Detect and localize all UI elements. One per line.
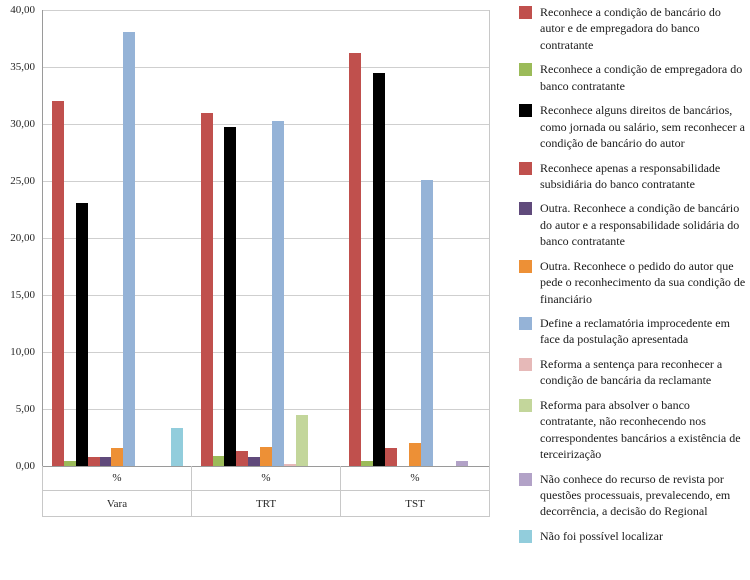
bar-series-5	[99, 456, 112, 466]
x-axis-units-row: %%%	[43, 466, 490, 491]
legend-item-11: Não foi possível localizar	[519, 528, 747, 544]
bar-group-trt	[192, 10, 341, 466]
x-axis-group-label: TRT	[192, 491, 341, 516]
bar-series-4	[236, 451, 249, 466]
legend-item-9: Reforma para absolver o banco contratant…	[519, 397, 747, 463]
legend-label: Outra. Reconhece o pedido do autor que p…	[540, 258, 746, 306]
y-tick-label: 40,00	[10, 4, 35, 16]
plot-area	[42, 10, 490, 467]
legend-label: Reconhece a condição de bancário do auto…	[540, 5, 721, 52]
legend-swatch	[519, 317, 532, 330]
legend-item-8: Reforma a sentença para reconhecer a con…	[519, 356, 747, 389]
bar-series-6	[408, 443, 421, 466]
legend-label: Define a reclamatória improcedente em fa…	[540, 316, 730, 347]
legend: Reconhece a condição de bancário do auto…	[519, 4, 747, 552]
legend-item-2: Reconhece a condição de empregadora do b…	[519, 61, 747, 94]
bar-series-3	[75, 202, 88, 466]
legend-item-5: Outra. Reconhece a condição de bancário …	[519, 200, 747, 249]
legend-item-6: Outra. Reconhece o pedido do autor que p…	[519, 258, 747, 307]
gridline	[43, 352, 489, 353]
x-axis-unit-label: %	[341, 466, 490, 490]
y-tick-label: 10,00	[10, 346, 35, 358]
x-axis-line	[43, 466, 489, 467]
bar-series-3	[373, 72, 385, 466]
y-tick-label: 20,00	[10, 232, 35, 244]
legend-item-7: Define a reclamatória improcedente em fa…	[519, 315, 747, 348]
bar-series-7	[123, 31, 136, 466]
bar-series-10	[456, 461, 469, 466]
bar-series-6	[111, 447, 124, 466]
x-axis-unit-label: %	[43, 466, 192, 490]
legend-label: Reconhece apenas a responsabilidade subs…	[540, 160, 721, 191]
y-axis-labels: 40,00 35,00 30,00 25,00 20,00 15,00 10,00 5,00 0…	[0, 4, 37, 472]
bar-series-4	[87, 456, 100, 466]
bar-series-6	[260, 446, 272, 466]
bar-series-4	[384, 447, 397, 466]
gridline	[43, 409, 489, 410]
legend-swatch	[519, 161, 532, 175]
legend-label: Reforma para absolver o banco contratant…	[540, 397, 741, 462]
gridline	[43, 124, 489, 125]
legend-swatch	[519, 398, 532, 412]
gridline	[43, 295, 489, 296]
bar-series-2	[63, 461, 76, 466]
gridline	[43, 238, 489, 239]
x-axis-group-label: TST	[341, 491, 490, 516]
legend-label: Reforma a sentença para reconhecer a con…	[540, 356, 723, 388]
legend-swatch	[519, 202, 532, 216]
bar-series-2	[212, 455, 225, 466]
legend-label: Não foi possível localizar	[540, 528, 663, 543]
legend-swatch	[519, 63, 532, 77]
bar-series-5	[248, 456, 261, 466]
gridlines	[43, 10, 489, 467]
bar-group-vara	[43, 10, 192, 466]
legend-item-10: Não conhece do recurso de revista por qu…	[519, 471, 747, 520]
legend-label: Não conhece do recurso de revista por qu…	[540, 471, 731, 519]
y-tick-label: 35,00	[10, 61, 35, 73]
legend-swatch	[519, 529, 532, 543]
legend-swatch	[519, 6, 532, 19]
legend-label: Outra. Reconhece a condição de bancário …	[540, 201, 740, 249]
gridline	[43, 67, 489, 68]
bar-series-1	[51, 101, 64, 466]
bar-series-2	[361, 461, 374, 466]
legend-swatch	[519, 259, 532, 273]
x-axis-names-row: Vara TRT TST	[43, 491, 490, 517]
bar-series-1	[200, 112, 213, 466]
legend-label: Reconhece alguns direitos de bancários, …	[540, 103, 745, 151]
legend-item-3: Reconhece alguns direitos de bancários, …	[519, 102, 747, 151]
legend-item-4: Reconhece apenas a responsabilidade subs…	[519, 160, 747, 193]
legend-swatch	[519, 357, 532, 371]
legend-swatch	[519, 104, 532, 118]
bar-series-7	[271, 120, 284, 466]
gridline	[43, 10, 489, 11]
bar-series-1	[349, 53, 362, 466]
y-tick-label: 30,00	[10, 118, 35, 130]
bar-groups	[43, 10, 489, 466]
bar-series-3	[224, 127, 237, 466]
legend-item-1: Reconhece a condição de bancário do auto…	[519, 4, 747, 53]
x-axis-group-label: Vara	[43, 491, 192, 516]
y-tick-label: 0,00	[15, 460, 35, 472]
legend-label: Reconhece a condição de empregadora do b…	[540, 62, 743, 93]
bar-series-11	[170, 428, 183, 466]
gridline	[43, 181, 489, 182]
x-axis-unit-label: %	[192, 466, 341, 490]
x-axis: %%% Vara TRT TST	[42, 466, 490, 517]
bar-group-tst	[340, 10, 489, 466]
bar-series-7	[420, 179, 433, 466]
bar-series-9	[295, 414, 308, 466]
bar-series-8	[283, 463, 296, 466]
y-tick-label: 15,00	[10, 289, 35, 301]
y-tick-label: 25,00	[10, 175, 35, 187]
legend-swatch	[519, 472, 532, 486]
y-tick-label: 5,00	[15, 403, 35, 415]
